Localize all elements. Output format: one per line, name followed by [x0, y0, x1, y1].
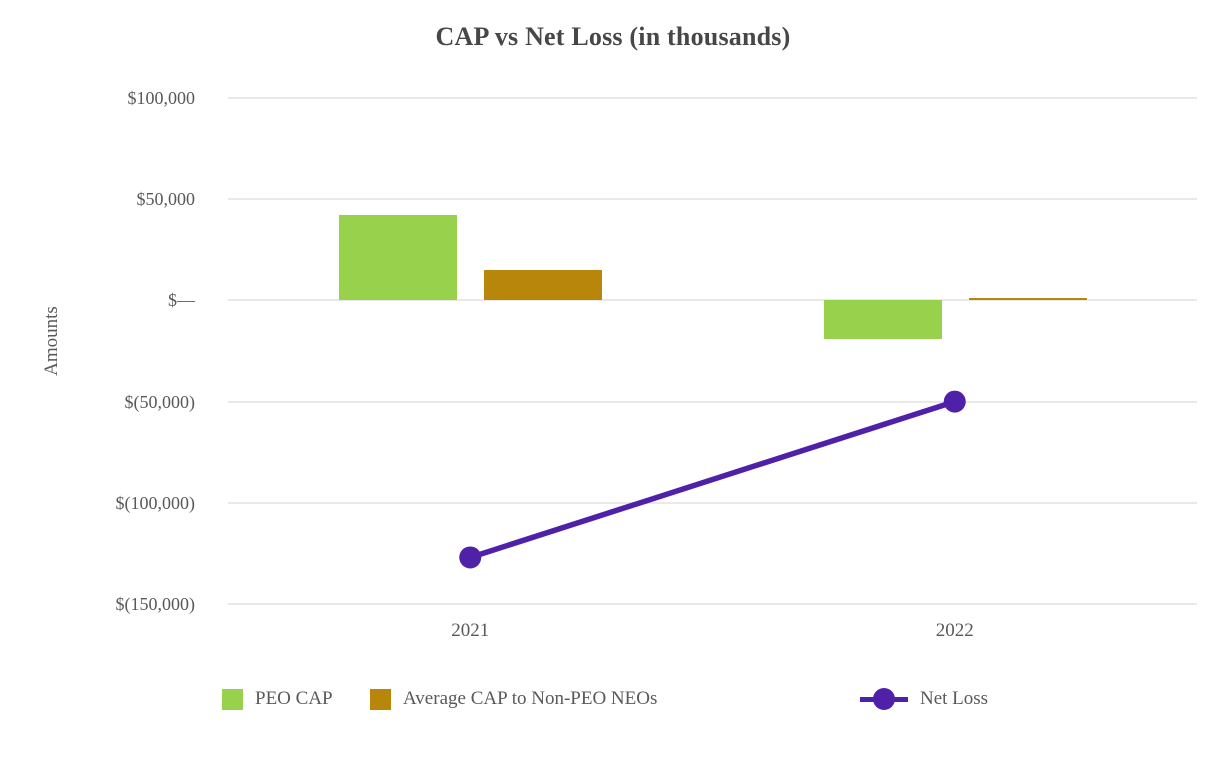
chart-title: CAP vs Net Loss (in thousands) — [435, 22, 791, 51]
y-tick-label: $50,000 — [136, 189, 196, 210]
net-loss-point-2021 — [459, 546, 482, 569]
gridline — [228, 501, 1197, 504]
bar-peo-cap-2022 — [823, 300, 942, 339]
y-tick-label: $100,000 — [127, 88, 196, 108]
net-loss-line — [469, 398, 956, 561]
legend-label-peo-cap: PEO CAP — [255, 688, 333, 709]
legend: PEO CAP Average CAP to Non-PEO NEOs Net … — [0, 684, 1226, 714]
y-tick-label: $(50,000) — [124, 391, 196, 412]
legend-item-net-loss: Net Loss — [860, 684, 988, 714]
bar-average-cap-to-non-peo-neos-2022 — [968, 298, 1087, 301]
gridline — [228, 400, 1197, 403]
gridline — [228, 299, 1197, 302]
gridline — [228, 198, 1197, 201]
bar-peo-cap-2021 — [339, 215, 458, 301]
y-axis-title: Amounts — [41, 306, 62, 376]
peo-cap-swatch-icon — [222, 688, 243, 710]
legend-label-avg-cap: Average CAP to Non-PEO NEOs — [403, 688, 658, 709]
y-tick-label: $— — [168, 290, 195, 311]
x-tick-label: 2021 — [451, 620, 490, 641]
legend-item-peo-cap: PEO CAP — [222, 684, 333, 714]
y-tick-label: $(100,000) — [115, 492, 196, 513]
bar-average-cap-to-non-peo-neos-2021 — [484, 270, 603, 301]
y-tick-label: $(150,000) — [115, 594, 196, 614]
net-loss-line-marker-icon — [860, 687, 908, 711]
legend-label-net-loss: Net Loss — [920, 688, 989, 709]
x-tick-label: 2022 — [935, 620, 974, 641]
legend-item-avg-cap: Average CAP to Non-PEO NEOs — [370, 684, 657, 714]
gridline — [228, 603, 1197, 605]
avg-cap-swatch-icon — [370, 688, 391, 710]
gridline — [228, 97, 1197, 99]
